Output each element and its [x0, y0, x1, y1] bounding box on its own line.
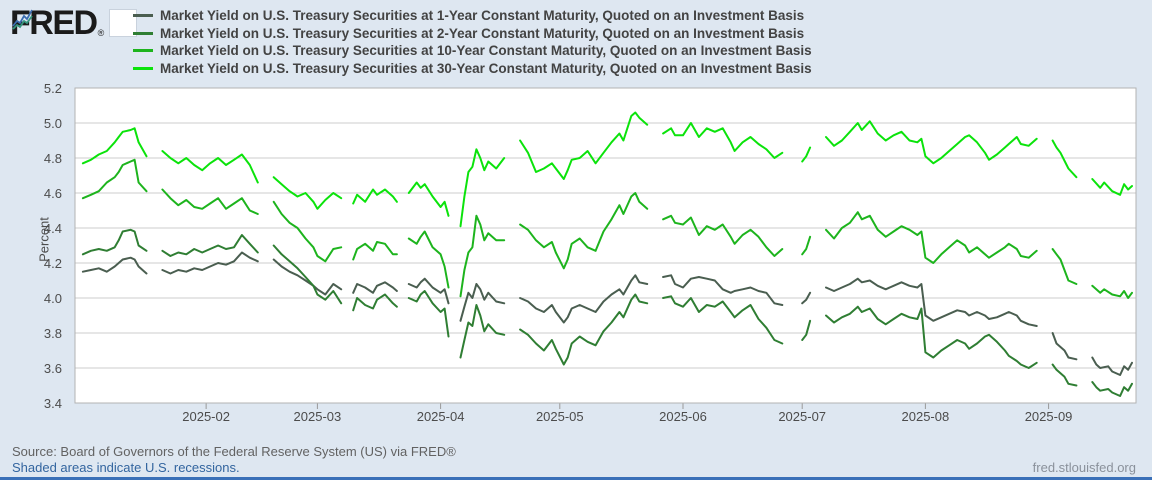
x-tick-label: 2025-04: [416, 409, 465, 424]
legend-label: Market Yield on U.S. Treasury Securities…: [160, 60, 812, 76]
x-tick-label: 2025-07: [778, 409, 827, 424]
x-tick-label: 2025-02: [182, 409, 230, 424]
legend-swatch: [133, 66, 153, 70]
x-tick-label: 2025-09: [1024, 409, 1073, 424]
y-tick-label: 4.2: [43, 256, 62, 271]
legend-item-10-year[interactable]: Market Yield on U.S. Treasury Securities…: [133, 42, 812, 60]
x-tick-label: 2025-06: [659, 409, 707, 424]
fred-logo[interactable]: FRED ®: [10, 4, 138, 42]
x-tick-label: 2025-05: [535, 409, 584, 424]
recession-note-link[interactable]: Shaded areas indicate U.S. recessions.: [12, 460, 240, 475]
series-line-1-year[interactable]: [81, 251, 1133, 376]
x-tick-label: 2025-03: [293, 409, 342, 424]
y-tick-label: 3.4: [43, 396, 62, 411]
fred-logo-text: FRED: [10, 4, 98, 42]
y-tick-label: 3.8: [43, 326, 62, 341]
legend-label: Market Yield on U.S. Treasury Securities…: [160, 8, 805, 24]
line-chart-icon: [12, 9, 138, 37]
legend-label: Market Yield on U.S. Treasury Securities…: [160, 25, 805, 41]
legend-item-1-year[interactable]: Market Yield on U.S. Treasury Securities…: [133, 7, 812, 25]
bottom-accent-bar: [0, 477, 1152, 480]
legend-label: Market Yield on U.S. Treasury Securities…: [160, 43, 812, 59]
legend-swatch: [133, 31, 153, 35]
legend-item-2-year[interactable]: Market Yield on U.S. Treasury Securities…: [133, 25, 812, 43]
y-tick-label: 4.0: [43, 291, 62, 306]
y-axis-title: Percent: [36, 217, 52, 262]
registered-trademark: ®: [97, 28, 105, 38]
y-tick-label: 4.8: [43, 151, 62, 166]
source-note: Source: Board of Governors of the Federa…: [12, 444, 456, 459]
legend-item-30-year[interactable]: Market Yield on U.S. Treasury Securities…: [133, 60, 812, 78]
y-tick-label: 4.6: [43, 186, 62, 201]
series-line-2-year[interactable]: [81, 228, 1133, 397]
series-line-30-year[interactable]: [81, 111, 1133, 228]
y-tick-label: 5.2: [43, 81, 62, 96]
site-url: fred.stlouisfed.org: [1032, 460, 1136, 475]
y-tick-label: 4.4: [43, 221, 62, 236]
y-tick-label: 5.0: [43, 116, 62, 131]
chart-legend: Market Yield on U.S. Treasury Securities…: [133, 7, 812, 77]
y-tick-label: 3.6: [43, 361, 62, 376]
legend-swatch: [133, 49, 153, 53]
legend-swatch: [133, 14, 153, 18]
series-line-10-year[interactable]: [81, 158, 1133, 299]
plot-border: [74, 87, 1137, 404]
x-tick-label: 2025-08: [901, 409, 950, 424]
